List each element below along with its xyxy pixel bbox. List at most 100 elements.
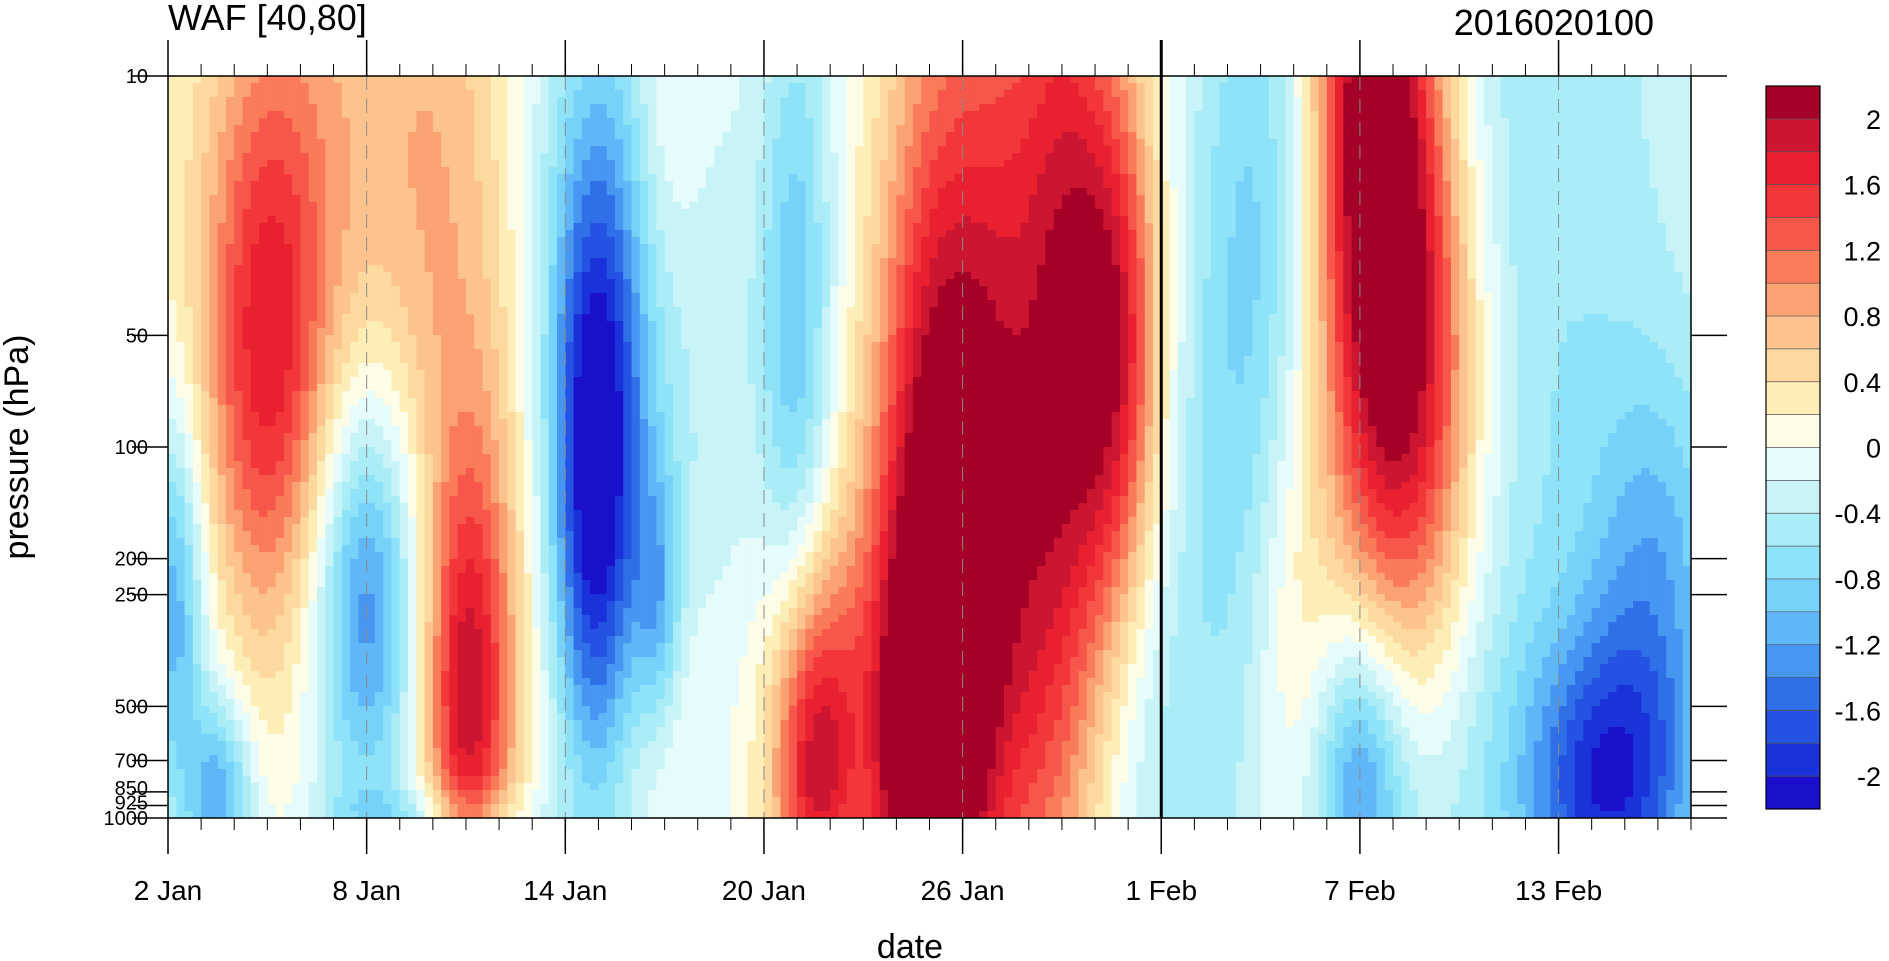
heatmap-cell [341, 97, 351, 105]
heatmap-cell [730, 111, 740, 119]
heatmap-cell [954, 251, 964, 259]
heatmap-cell [1633, 132, 1642, 140]
heatmap-cell [1277, 181, 1287, 189]
heatmap-cell [1335, 167, 1344, 175]
heatmap-cell [259, 139, 268, 147]
heatmap-cell [581, 181, 591, 189]
heatmap-cell [1053, 167, 1063, 175]
heatmap-cell [532, 195, 542, 203]
heatmap-cell [1103, 202, 1113, 210]
heatmap-cell [888, 244, 897, 252]
heatmap-cell [565, 125, 575, 133]
heatmap-cell [1186, 83, 1195, 91]
heatmap-cell [1169, 153, 1179, 161]
heatmap-cell [1335, 237, 1344, 245]
heatmap-cell [176, 139, 186, 147]
heatmap-cell [482, 97, 492, 105]
heatmap-cell [813, 125, 823, 133]
heatmap-cell [242, 216, 252, 224]
heatmap-cell [821, 118, 831, 126]
heatmap-cell [1575, 230, 1584, 238]
heatmap-cell [1666, 97, 1676, 105]
heatmap-cell [1393, 132, 1402, 140]
heatmap-cell [201, 153, 210, 161]
heatmap-cell [590, 174, 600, 182]
heatmap-cell [1666, 146, 1676, 154]
heatmap-cell [474, 111, 484, 119]
heatmap-cell [168, 76, 177, 84]
heatmap-field [168, 76, 1691, 818]
heatmap-cell [772, 223, 782, 231]
heatmap-cell [176, 132, 186, 140]
heatmap-cell [192, 223, 202, 231]
heatmap-cell [565, 153, 575, 161]
heatmap-cell [1268, 90, 1278, 98]
heatmap-cell [432, 216, 442, 224]
heatmap-cell [283, 125, 293, 133]
heatmap-cell [606, 188, 616, 196]
heatmap-cell [1475, 230, 1485, 238]
heatmap-cell [1103, 104, 1113, 112]
heatmap-cell [1235, 160, 1245, 168]
heatmap-cell [772, 153, 782, 161]
heatmap-cell [639, 153, 649, 161]
heatmap-cell [929, 188, 939, 196]
heatmap-cell [168, 146, 177, 154]
heatmap-cell [1417, 188, 1427, 196]
heatmap-cell [275, 90, 285, 98]
heatmap-cell [1467, 174, 1477, 182]
heatmap-cell [912, 251, 922, 259]
heatmap-cell [747, 258, 757, 266]
heatmap-cell [416, 237, 426, 245]
heatmap-cell [325, 230, 335, 238]
heatmap-cell [300, 111, 310, 119]
heatmap-cell [962, 139, 972, 147]
heatmap-cell [1235, 230, 1245, 238]
heatmap-cell [1037, 251, 1046, 259]
heatmap-cell [1045, 202, 1055, 210]
heatmap-cell [1003, 167, 1013, 175]
heatmap-cell [523, 188, 533, 196]
heatmap-cell [1252, 251, 1262, 259]
heatmap-cell [507, 132, 517, 140]
heatmap-cell [755, 174, 765, 182]
heatmap-cell [970, 244, 980, 252]
heatmap-cell [1028, 223, 1038, 231]
heatmap-cell [805, 76, 815, 84]
heatmap-cell [300, 146, 310, 154]
heatmap-cell [896, 104, 906, 112]
heatmap-cell [722, 244, 732, 252]
heatmap-cell [747, 146, 757, 154]
heatmap-cell [1244, 90, 1253, 98]
heatmap-cell [1500, 216, 1510, 224]
heatmap-cell [507, 139, 517, 147]
heatmap-cell [416, 223, 426, 231]
heatmap-cell [548, 188, 558, 196]
heatmap-cell [1393, 139, 1402, 147]
heatmap-cell [830, 125, 840, 133]
heatmap-cell [341, 174, 351, 182]
heatmap-cell [532, 97, 542, 105]
heatmap-cell [176, 153, 186, 161]
heatmap-cell [515, 146, 525, 154]
heatmap-cell [424, 237, 434, 245]
heatmap-cell [465, 230, 475, 238]
heatmap-cell [937, 216, 947, 224]
heatmap-cell [1003, 125, 1013, 133]
heatmap-cell [168, 104, 177, 112]
heatmap-cell [1426, 125, 1436, 133]
heatmap-cell [946, 125, 955, 133]
heatmap-cell [813, 118, 823, 126]
heatmap-cell [970, 251, 980, 259]
heatmap-cell [1649, 160, 1659, 168]
heatmap-cell [1301, 174, 1311, 182]
heatmap-cell [1566, 125, 1576, 133]
heatmap-cell [1301, 244, 1311, 252]
heatmap-cell [1508, 111, 1518, 119]
heatmap-cell [184, 209, 194, 217]
heatmap-cell [730, 181, 740, 189]
heatmap-cell [1028, 244, 1038, 252]
heatmap-cell [987, 230, 997, 238]
heatmap-cell [366, 223, 376, 231]
heatmap-cell [1210, 237, 1220, 245]
